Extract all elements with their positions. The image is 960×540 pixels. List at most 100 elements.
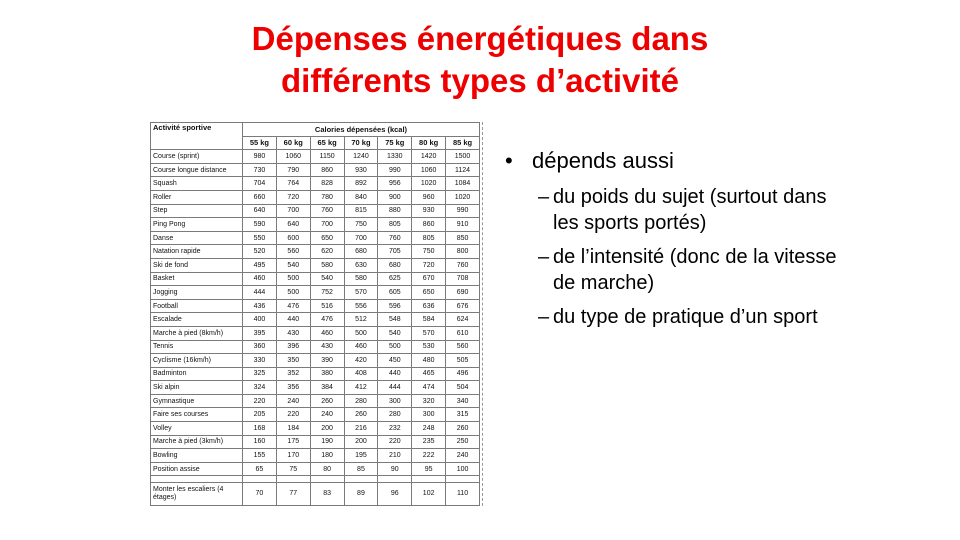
title-line-2: différents types d’activité [281,62,679,99]
calorie-value-cell: 89 [343,482,379,507]
weight-header: 70 kg [343,135,379,151]
calorie-value-cell: 580 [309,257,345,273]
table-row: Marche à pied (3km/h) 160 175 190 200 220 235 2… [150,434,480,450]
calorie-value-cell: 610 [445,325,480,341]
activity-name-cell: Cyclisme (16km/h) [150,353,243,368]
calorie-value-cell: 892 [343,176,379,191]
calorie-value-cell: 860 [309,162,345,178]
activity-name-cell: Danse [150,230,243,246]
calorie-value-cell: 548 [377,312,413,327]
calorie-value-cell: 460 [309,325,345,341]
activity-name-cell: Gymnastique [150,393,243,409]
calories-header: Calories dépensées (kcal) [242,122,480,137]
calorie-value-cell: 630 [343,257,379,273]
calorie-value-cell: 930 [343,162,379,178]
activity-name-cell: Ski de fond [150,257,243,273]
calorie-value-cell: 750 [411,244,447,259]
calorie-value-cell: 624 [445,312,480,327]
calorie-value-cell: 990 [377,162,413,178]
calorie-value-cell: 670 [411,271,447,287]
sub-bullet: – du type de pratique d’un sport [505,304,853,330]
calorie-value-cell: 800 [445,244,480,259]
calorie-value-cell: 440 [377,366,413,382]
calorie-value-cell: 476 [275,298,311,314]
calorie-value-cell: 596 [377,298,413,314]
table-row: Football 436 476 516 556 596 636 676 [150,298,480,314]
table-row: Volley 168 184 200 216 232 248 260 [150,421,480,436]
weight-header: 85 kg [445,135,480,151]
calorie-value-cell: 750 [343,217,379,232]
calorie-value-cell: 210 [377,448,413,463]
activity-name-cell: Monter les escaliers (4 étages) [150,482,243,507]
calorie-value-cell: 764 [275,176,311,191]
calorie-value-cell: 1060 [275,149,311,164]
weight-header: 80 kg [411,135,447,151]
activity-header: Activité sportive [150,121,243,151]
empty-cell [343,475,379,484]
calorie-value-cell: 752 [309,285,345,300]
calorie-value-cell: 83 [309,482,345,507]
calorie-value-cell: 720 [411,257,447,273]
title-line-1: Dépenses énergétiques dans [251,20,709,57]
calorie-value-cell: 280 [377,407,413,423]
calorie-value-cell: 222 [411,448,447,463]
calorie-value-cell: 636 [411,298,447,314]
calorie-value-cell: 1084 [445,176,480,191]
activity-name-cell: Course longue distance [150,162,243,178]
calorie-value-cell: 1500 [445,149,480,164]
table-row: Ping Pong 590 640 700 750 805 860 910 [150,217,480,232]
table-row: Cyclisme (16km/h) 330 350 390 420 450 480 505 [150,353,480,368]
calorie-value-cell: 1060 [411,162,447,178]
calorie-value-cell: 495 [242,257,277,273]
calorie-value-cell: 396 [275,339,311,355]
calorie-value-cell: 235 [411,434,447,450]
calorie-value-cell: 220 [275,407,311,423]
calorie-value-cell: 444 [242,285,277,300]
calorie-value-cell: 420 [343,353,379,368]
calorie-value-cell: 650 [309,230,345,246]
calorie-value-cell: 100 [445,461,480,477]
calorie-value-cell: 400 [242,312,277,327]
calorie-value-cell: 408 [343,366,379,382]
calorie-value-cell: 780 [309,189,345,205]
calorie-value-cell: 480 [411,353,447,368]
activity-name-cell: Roller [150,189,243,205]
calorie-value-cell: 216 [343,421,379,436]
calorie-value-cell: 540 [377,325,413,341]
calorie-value-cell: 700 [343,230,379,246]
calorie-value-cell: 496 [445,366,480,382]
calorie-value-cell: 805 [411,230,447,246]
calorie-value-cell: 700 [275,203,311,219]
calorie-value-cell: 77 [275,482,311,507]
calorie-value-cell: 460 [343,339,379,355]
calorie-value-cell: 1020 [445,189,480,205]
calorie-value-cell: 960 [411,189,447,205]
calorie-value-cell: 805 [377,217,413,232]
calorie-value-cell: 980 [242,149,277,164]
calorie-value-cell: 200 [343,434,379,450]
table-row: Course longue distance 730 790 860 930 990 106… [150,162,480,178]
calorie-value-cell: 232 [377,421,413,436]
calorie-value-cell: 440 [275,312,311,327]
calorie-value-cell: 384 [309,380,345,395]
calorie-value-cell: 504 [445,380,480,395]
table-row: Natation rapide 520 560 620 680 705 750 800 [150,244,480,259]
calorie-value-cell: 476 [309,312,345,327]
calorie-value-cell: 75 [275,461,311,477]
table-row: Monter les escaliers (4 étages) 70 77 83 89 9… [150,482,480,507]
sub-bullet-text: du poids du sujet (surtout dans les spor… [553,186,827,234]
calorie-value-cell: 680 [377,257,413,273]
calorie-table-image: Activité sportive Calories dépensées (kc… [150,121,483,507]
calorie-value-cell: 300 [411,407,447,423]
sub-bullet-text: de l’intensité (donc de la vitesse de ma… [553,246,837,294]
calorie-value-cell: 500 [275,271,311,287]
dash-icon: – [538,186,550,208]
activity-name-cell: Jogging [150,285,243,300]
activity-name-cell: Marche à pied (8km/h) [150,325,243,341]
calorie-value-cell: 1150 [309,149,345,164]
spacer-row [150,475,480,484]
calorie-value-cell: 96 [377,482,413,507]
calorie-value-cell: 990 [445,203,480,219]
calorie-value-cell: 80 [309,461,345,477]
empty-cell [309,475,345,484]
